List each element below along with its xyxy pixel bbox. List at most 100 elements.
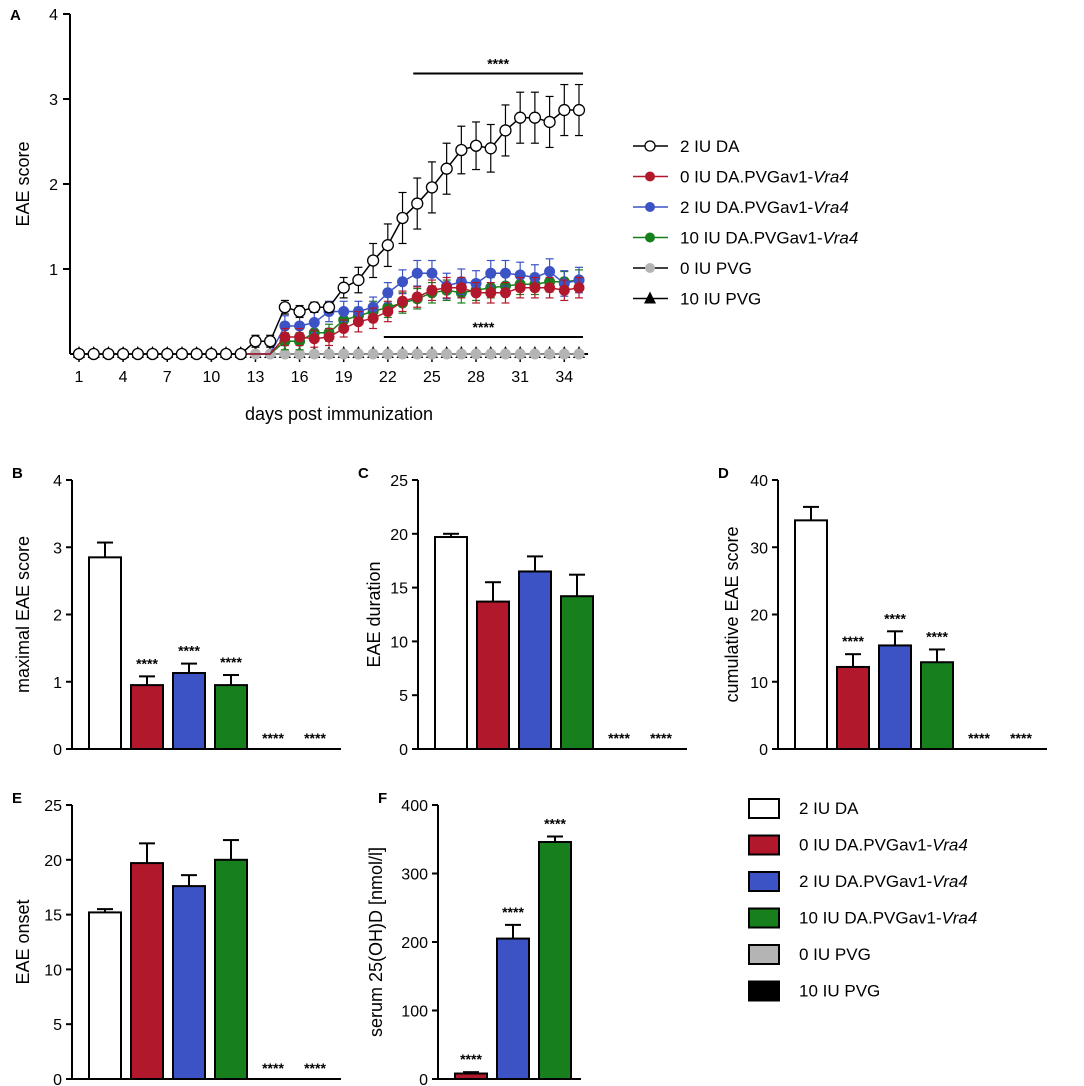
legend-label-text: 10 IU DA.PVGav1- — [680, 229, 823, 248]
data-point — [455, 143, 468, 157]
bar-significance-label: **** — [650, 730, 672, 746]
y-tick-label: 2 — [53, 608, 62, 625]
panel-label: D — [718, 465, 729, 482]
bar-significance-label: **** — [460, 1051, 482, 1067]
y-tick-label: 0 — [53, 742, 62, 759]
data-point — [322, 301, 336, 314]
y-tick-label: 3 — [49, 92, 58, 109]
data-point — [205, 347, 218, 361]
data-point — [572, 103, 586, 117]
y-tick-label: 1 — [49, 262, 58, 279]
bar — [214, 858, 248, 1080]
x-tick-label: 10 — [202, 369, 220, 386]
data-point — [440, 162, 453, 175]
data-point — [294, 331, 306, 343]
legend-label-italic: Vra4 — [942, 909, 978, 928]
bar — [88, 556, 122, 751]
bar — [794, 519, 828, 750]
legend-item: 2 IU DA.PVGav1-Vra4 — [633, 198, 849, 217]
panel-label: B — [12, 465, 23, 482]
bar — [836, 665, 870, 751]
data-point — [558, 284, 570, 296]
data-point — [382, 348, 394, 360]
legend-swatch — [748, 871, 780, 892]
bar — [434, 536, 468, 751]
y-axis-label: maximal EAE score — [13, 536, 33, 693]
legend-label-text: 2 IU DA.PVGav1- — [680, 198, 813, 217]
bar — [560, 595, 594, 751]
bar — [172, 672, 206, 751]
legend-label: 2 IU DA.PVGav1-Vra4 — [799, 872, 968, 891]
data-point — [469, 139, 483, 152]
legend-label: 0 IU DA.PVGav1-Vra4 — [680, 168, 849, 187]
legend-swatch — [748, 834, 780, 856]
series-0 — [72, 83, 586, 361]
bar-significance-label: **** — [842, 633, 864, 649]
legend-marker — [645, 202, 655, 212]
y-tick-label: 3 — [53, 540, 62, 557]
y-tick-label: 15 — [44, 908, 62, 925]
x-axis-label: days post immunization — [245, 404, 433, 424]
data-point — [544, 266, 556, 278]
data-point — [425, 181, 439, 194]
y-tick-label: 20 — [390, 527, 408, 544]
data-point — [514, 348, 526, 360]
data-point — [470, 287, 482, 299]
bar — [878, 644, 912, 750]
data-point — [455, 348, 467, 360]
y-tick-label: 30 — [750, 540, 768, 557]
data-point — [294, 348, 306, 360]
legend-marker — [644, 140, 656, 152]
bar-significance-label: **** — [544, 816, 566, 832]
legend-label-text: 2 IU DA — [680, 137, 740, 156]
y-tick-label: 100 — [401, 1004, 428, 1021]
data-point — [397, 295, 409, 307]
legend-marker — [644, 291, 656, 304]
legend-item: 2 IU DA — [633, 137, 740, 156]
data-point — [499, 124, 512, 137]
data-point — [161, 347, 174, 361]
data-point — [470, 348, 482, 360]
legend-label-text: 0 IU PVG — [799, 945, 871, 964]
y-tick-label: 25 — [44, 798, 62, 815]
legend-label: 0 IU PVG — [799, 945, 871, 964]
data-point — [367, 312, 379, 324]
bar-significance-label: **** — [262, 1060, 284, 1076]
data-point — [190, 347, 203, 361]
panel-d-bar-chart: D 0 10 20 30 40 cumulative EAE score **** **** **… — [718, 465, 1047, 759]
legend-swatch — [748, 944, 780, 965]
data-point — [337, 281, 350, 294]
data-point — [441, 348, 453, 360]
legend-label: 0 IU DA.PVGav1-Vra4 — [799, 836, 968, 855]
data-point — [264, 335, 277, 348]
y-tick-label: 300 — [401, 867, 428, 884]
data-point — [234, 347, 247, 361]
data-point — [544, 348, 556, 360]
data-point — [441, 282, 453, 294]
data-point — [175, 347, 189, 361]
bar-significance-label: **** — [1010, 730, 1032, 746]
legend-item: 10 IU DA.PVGav1-Vra4 — [633, 229, 858, 248]
panel-e-bar-chart: E 0 5 10 15 20 25 EAE onset **** **** — [12, 790, 341, 1086]
data-point — [278, 301, 292, 314]
data-point — [382, 306, 394, 317]
y-tick-label: 40 — [750, 473, 768, 490]
data-point — [279, 331, 291, 343]
legend-item: 0 IU PVG — [748, 944, 871, 965]
legend-label: 10 IU DA.PVGav1-Vra4 — [799, 909, 977, 928]
legend-marker — [645, 232, 655, 243]
x-tick-label: 16 — [291, 369, 309, 386]
data-point — [367, 348, 379, 360]
data-point — [367, 301, 379, 313]
legend-label: 10 IU DA.PVGav1-Vra4 — [680, 229, 858, 248]
data-point — [116, 347, 130, 361]
bar-significance-label: **** — [608, 730, 630, 746]
data-point — [544, 282, 556, 294]
legend-label-text: 2 IU DA.PVGav1- — [799, 872, 932, 891]
data-point — [514, 282, 526, 294]
bar-significance-label: **** — [502, 904, 524, 920]
legend-item: 10 IU PVG — [748, 980, 880, 1002]
data-point — [484, 142, 497, 155]
